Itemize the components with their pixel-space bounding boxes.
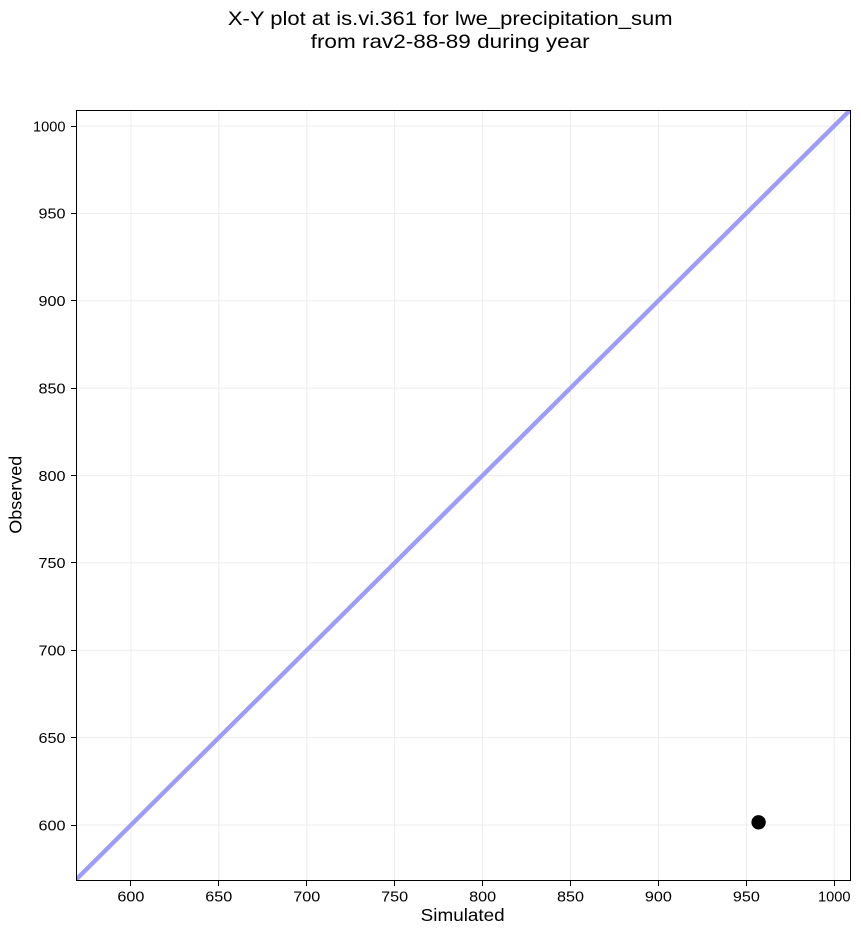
svg-text:900: 900: [39, 294, 66, 310]
svg-text:X-Y plot at is.vi.361 for lwe_: X-Y plot at is.vi.361 for lwe_precipitat…: [228, 9, 673, 30]
svg-text:900: 900: [645, 890, 672, 906]
svg-text:750: 750: [39, 556, 66, 572]
svg-text:700: 700: [39, 644, 66, 660]
svg-text:600: 600: [39, 818, 66, 834]
svg-text:1000: 1000: [818, 890, 851, 906]
svg-text:700: 700: [293, 890, 320, 906]
svg-text:from rav2-88-89 during year: from rav2-88-89 during year: [311, 32, 591, 53]
svg-text:800: 800: [469, 890, 496, 906]
svg-text:750: 750: [381, 890, 408, 906]
svg-text:800: 800: [39, 469, 66, 485]
svg-text:850: 850: [557, 890, 584, 906]
svg-text:600: 600: [117, 890, 144, 906]
svg-text:Simulated: Simulated: [421, 905, 505, 925]
svg-text:950: 950: [733, 890, 760, 906]
svg-text:650: 650: [39, 731, 66, 747]
svg-text:650: 650: [205, 890, 232, 906]
svg-text:850: 850: [39, 381, 66, 397]
svg-text:1000: 1000: [33, 119, 66, 135]
svg-text:950: 950: [39, 207, 66, 223]
svg-text:Observed: Observed: [6, 456, 26, 534]
